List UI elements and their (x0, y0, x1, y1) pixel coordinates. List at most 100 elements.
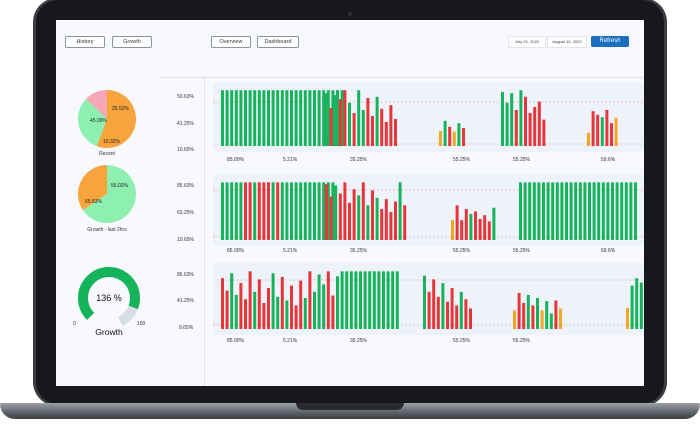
bar (253, 291, 257, 329)
overview-button[interactable]: Overview (211, 36, 251, 48)
bar (244, 182, 247, 240)
bar (464, 299, 468, 329)
bar (313, 291, 316, 329)
bar (455, 205, 459, 240)
bar (583, 182, 587, 240)
bar (248, 90, 252, 146)
bar (375, 96, 379, 146)
bar (455, 305, 459, 329)
bar (285, 182, 289, 240)
bar (592, 182, 596, 240)
bar (276, 296, 280, 329)
bar (221, 90, 224, 146)
bar (395, 271, 399, 329)
bar (554, 300, 558, 329)
gauge-fill (77, 267, 140, 329)
bar (326, 90, 330, 146)
bar (545, 301, 549, 329)
bar (262, 302, 266, 329)
pie-label: 65.63% (85, 199, 103, 205)
bar (285, 300, 289, 329)
pie-label: 10.32% (103, 139, 121, 145)
bar (391, 271, 395, 329)
bar (267, 288, 270, 329)
bar (423, 275, 426, 329)
bar (403, 205, 407, 240)
bar (221, 278, 224, 329)
bar (230, 90, 234, 146)
bar (452, 131, 456, 146)
bar (326, 271, 330, 329)
row3-xlabel: 55.25% (513, 338, 530, 344)
bar (555, 182, 559, 240)
laptop-notch (296, 403, 404, 410)
bar (459, 291, 463, 329)
date-to-field[interactable]: August 12, 2022 (547, 36, 587, 48)
bar (303, 90, 307, 146)
refresh-button[interactable]: Refresh (591, 36, 629, 47)
bar (308, 271, 312, 329)
bar (386, 271, 390, 329)
bar (551, 182, 555, 240)
growth-button[interactable]: Growth (112, 36, 152, 48)
bar (303, 298, 307, 329)
row1-xlabel: 59.6% (601, 157, 616, 163)
bar (317, 274, 321, 329)
bar (294, 305, 298, 329)
bar (441, 283, 445, 329)
bar (536, 298, 539, 329)
row3-xlabel: 85.00% (227, 338, 244, 344)
bar (317, 90, 321, 146)
bar (257, 182, 261, 240)
bar (331, 90, 335, 146)
bar (639, 282, 643, 329)
date-from-field[interactable]: July 22, 2022 (508, 36, 546, 48)
dashboard-button[interactable]: Dashboard (257, 36, 299, 48)
bar (308, 90, 312, 146)
bar (361, 182, 365, 240)
bar (248, 182, 252, 240)
bar (464, 209, 468, 240)
bar (267, 90, 270, 146)
bar (244, 299, 247, 329)
bar (271, 182, 275, 240)
bar (257, 90, 261, 146)
bar (514, 110, 518, 146)
bar (334, 185, 338, 240)
bar (394, 201, 397, 240)
bar (537, 182, 541, 240)
bar (510, 93, 514, 146)
bar (630, 285, 634, 329)
bar (624, 182, 628, 240)
bar (348, 202, 351, 240)
bar (597, 182, 601, 240)
bar (380, 108, 384, 146)
bar (299, 280, 303, 329)
bar (626, 307, 629, 329)
bar (394, 119, 397, 146)
bar (280, 90, 284, 146)
bar (542, 119, 546, 146)
bar (336, 90, 339, 146)
bar (634, 182, 637, 240)
bar (605, 110, 609, 146)
bar (352, 189, 356, 240)
pie-label: 45.09% (90, 118, 108, 124)
bar (610, 123, 613, 146)
sidebar-divider (204, 75, 205, 386)
bar (308, 182, 312, 240)
bar (225, 290, 229, 329)
bar (276, 90, 280, 146)
bar (574, 182, 578, 240)
bar (432, 279, 436, 329)
bar (325, 184, 328, 240)
gauge-caption: Growth (95, 327, 123, 337)
bar (601, 182, 605, 240)
bar (343, 90, 347, 146)
history-button[interactable]: History (65, 36, 105, 48)
bar (519, 182, 522, 240)
row3-ylabel: 86.63% (177, 272, 194, 278)
bar (537, 101, 541, 146)
bar (225, 90, 229, 146)
bar (363, 271, 367, 329)
